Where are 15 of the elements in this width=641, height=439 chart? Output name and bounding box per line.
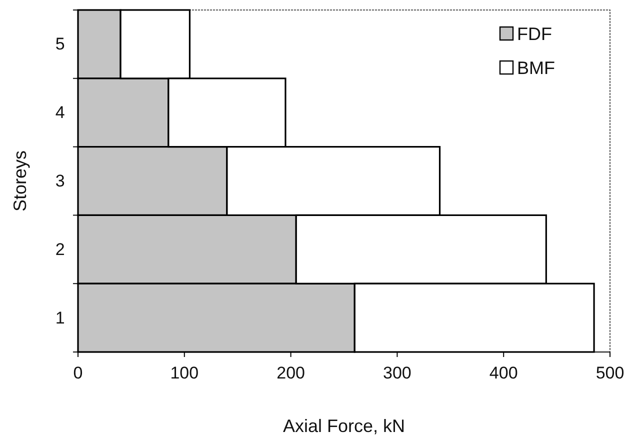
- legend-label: BMF: [517, 58, 555, 78]
- x-tick-label: 0: [73, 364, 83, 383]
- y-tick-label: 2: [55, 240, 65, 259]
- x-tick-label: 200: [276, 364, 305, 383]
- x-tick-label: 500: [596, 364, 624, 383]
- x-tick-label: 300: [383, 364, 412, 383]
- y-tick-label: 3: [55, 171, 65, 190]
- x-tick-label: 400: [489, 364, 518, 383]
- y-tick-label: 1: [55, 308, 65, 328]
- legend-label: FDF: [517, 24, 552, 44]
- y-tick-label: 5: [55, 34, 65, 54]
- y-axis-title: Storeys: [10, 150, 30, 212]
- y-tick-label: 4: [55, 103, 65, 122]
- x-axis-title: Axial Force, kN: [282, 416, 406, 436]
- x-tick-label: 100: [170, 364, 199, 383]
